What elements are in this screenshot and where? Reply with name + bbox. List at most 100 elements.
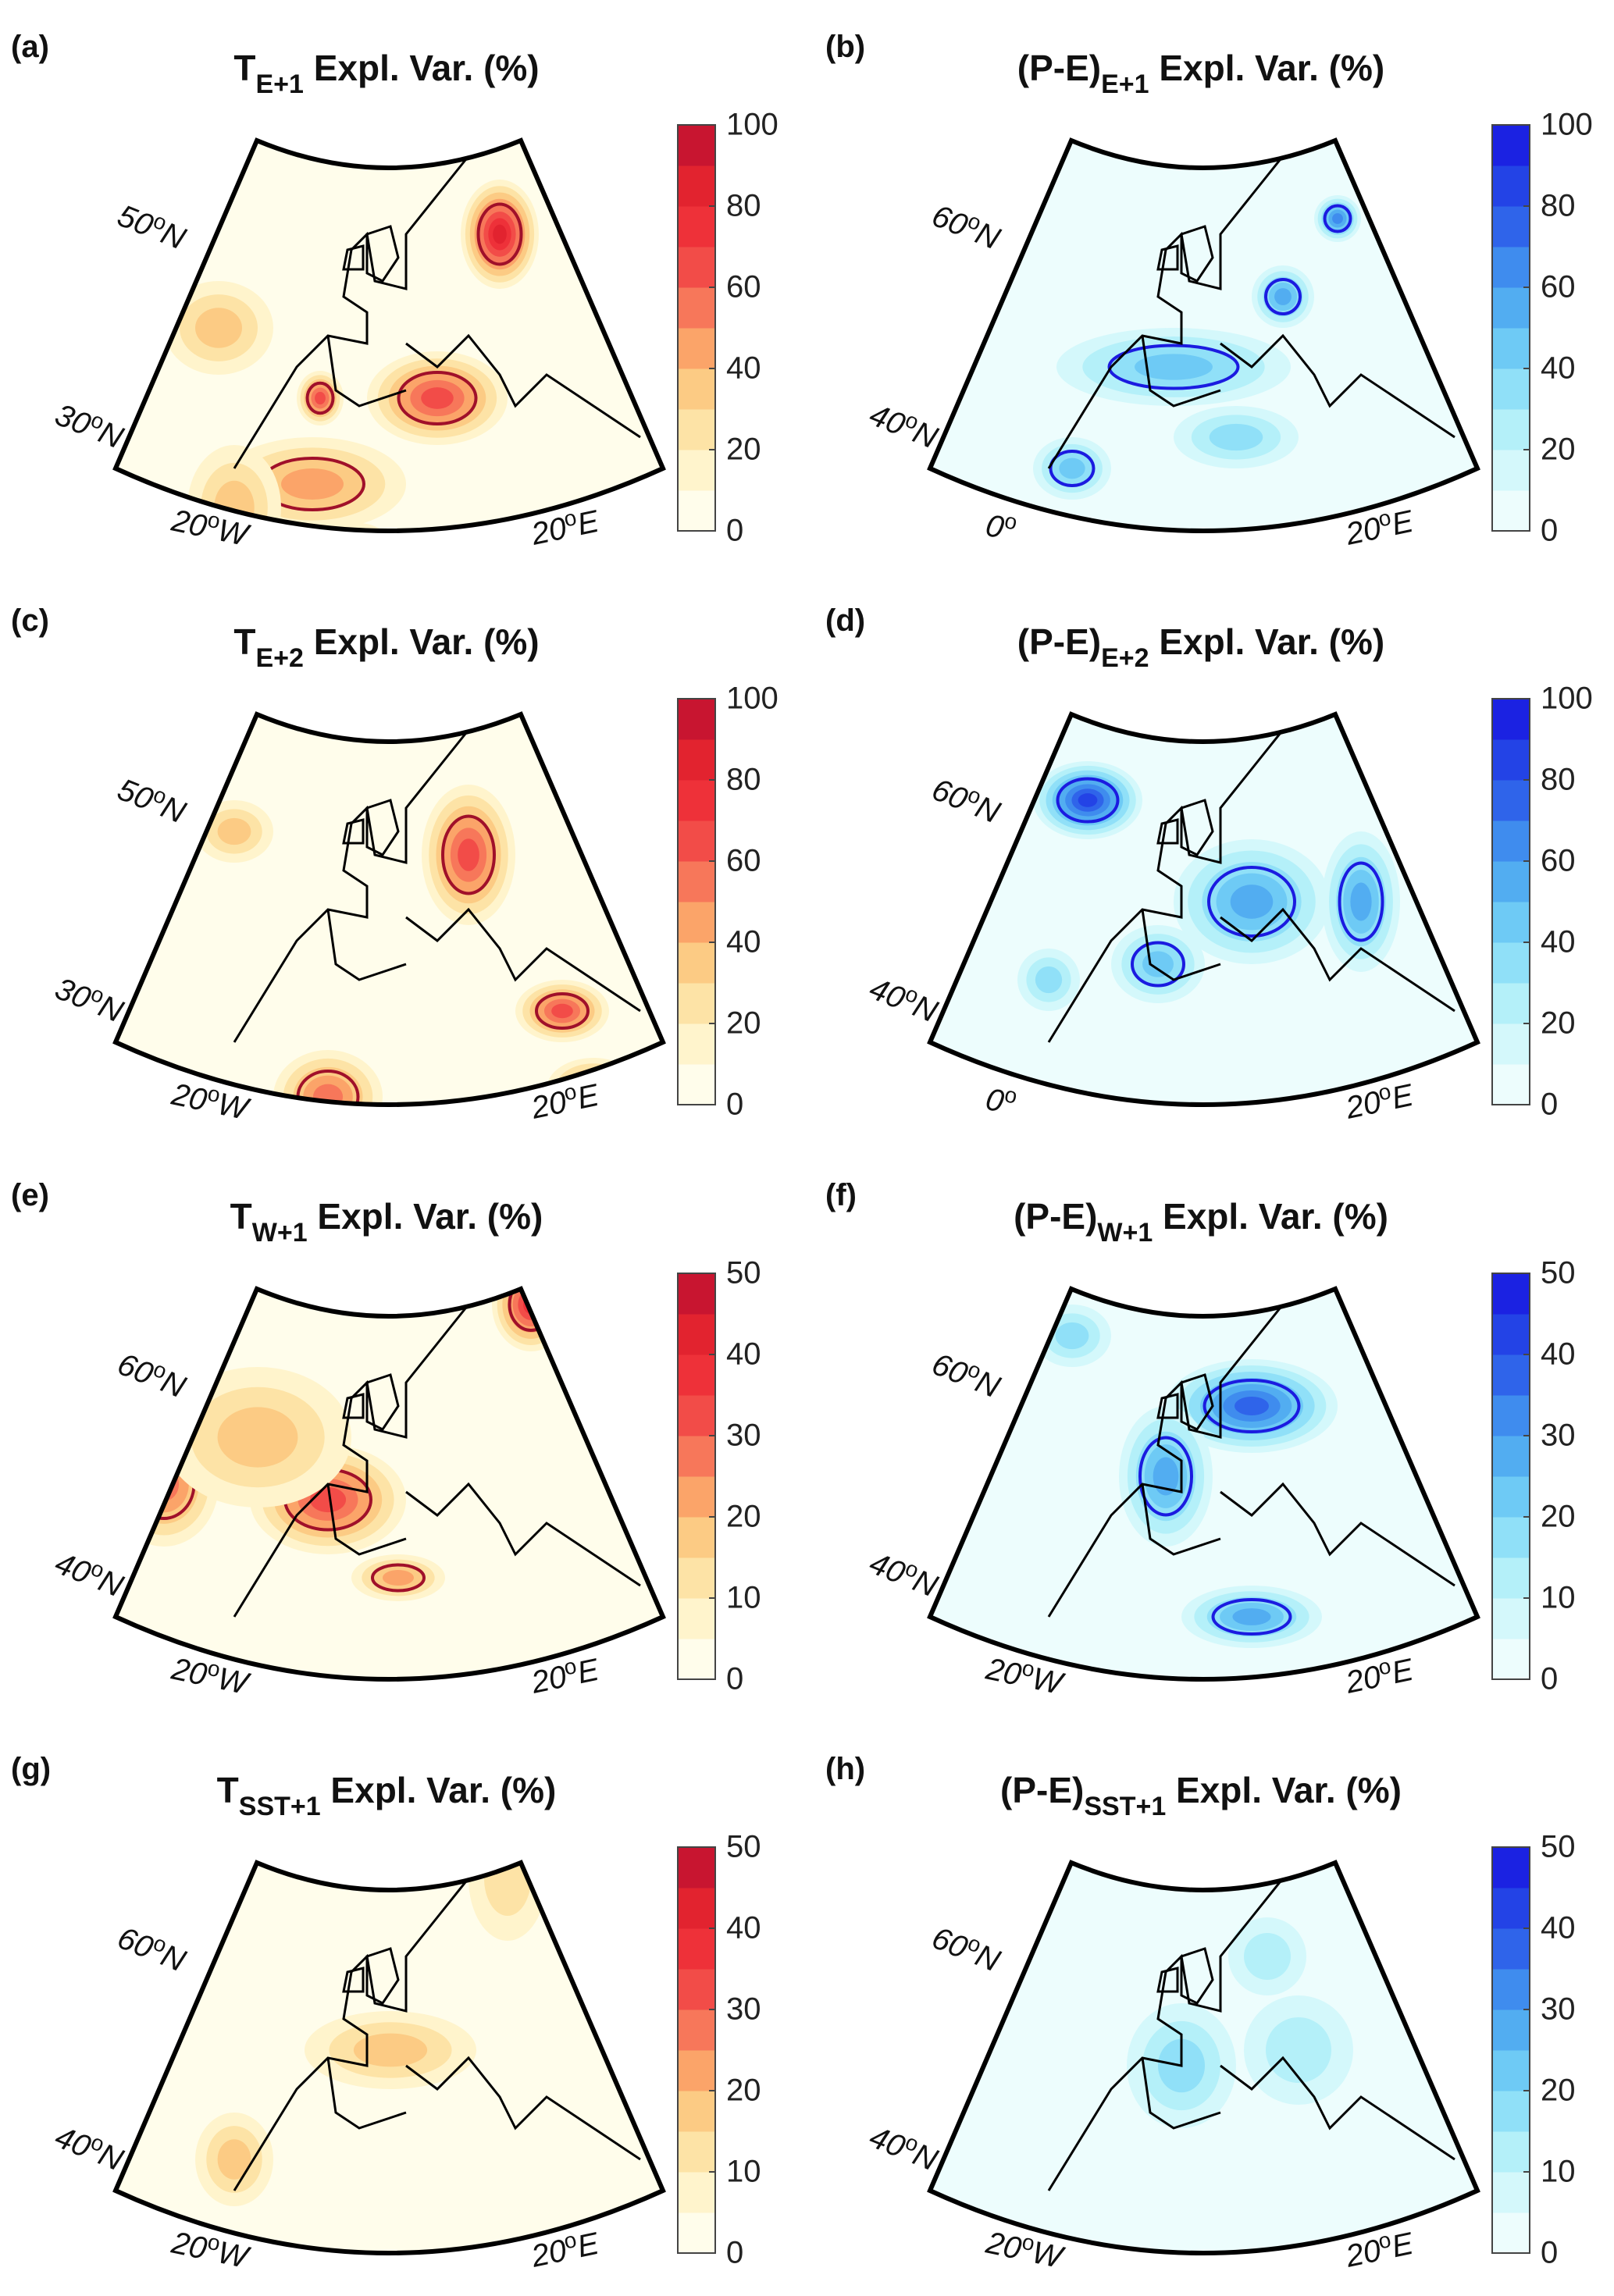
- map-plot: [927, 698, 1530, 1107]
- colorbar-bin: [678, 409, 715, 450]
- field-contour-fill: [217, 1407, 298, 1468]
- colorbar-bin: [678, 1928, 715, 1970]
- colorbar-tick-label: 30: [726, 1418, 761, 1453]
- panel-title: TW+1 Expl. Var. (%): [0, 1195, 773, 1248]
- colorbar-bin: [678, 1969, 715, 2010]
- map-panel-f: (f) (P-E)W+1 Expl. Var. (%) 0 10 20 30 40 50 60o…: [814, 1148, 1614, 1722]
- colorbar-tick-label: 50: [1541, 1255, 1576, 1290]
- field-contour-fill: [421, 387, 454, 409]
- colorbar-tick-label: 0: [726, 513, 744, 548]
- colorbar-bin: [678, 1354, 715, 1396]
- colorbar-bin: [1492, 1476, 1530, 1518]
- significance-contour: [1107, 344, 1240, 390]
- colorbar-tick-label: 20: [726, 2073, 761, 2108]
- colorbar-bin: [678, 1557, 715, 1599]
- colorbar-tick-label: 50: [726, 1829, 761, 1864]
- field-contour-fill: [551, 1003, 573, 1019]
- coastline-british-isles: [342, 225, 400, 283]
- panel-label: (d): [825, 603, 866, 638]
- field-contour-fill: [330, 560, 388, 574]
- colorbar-bin: [1492, 1436, 1530, 1477]
- field-contour-fill: [195, 308, 242, 348]
- colorbar-tick-label: 40: [726, 1337, 761, 1372]
- title-subscript: E+2: [1101, 643, 1149, 673]
- title-text: Expl. Var. (%): [303, 48, 540, 88]
- colorbar-frame: [677, 1846, 716, 2254]
- map-panel-a: (a) TE+1 Expl. Var. (%) 0 20 40 60 80 100 50oN 30…: [0, 0, 804, 574]
- colorbar-bin: [678, 328, 715, 369]
- colorbar-bin: [1492, 409, 1530, 450]
- significance-contour: [1211, 1598, 1292, 1636]
- map-panel-d: (d) (P-E)E+2 Expl. Var. (%) 0 20 40 60 80 100 60…: [814, 574, 1614, 1148]
- title-variable: (P-E): [1000, 1770, 1085, 1810]
- significance-contour: [371, 1563, 426, 1593]
- colorbar-bin: [678, 1598, 715, 1639]
- field-contour-fill: [475, 547, 508, 574]
- panel-title: (P-E)E+2 Expl. Var. (%): [814, 621, 1587, 674]
- panel-title: (P-E)W+1 Expl. Var. (%): [814, 1195, 1587, 1248]
- colorbar-tick-label: 20: [1541, 2073, 1576, 2108]
- significance-contour: [330, 558, 390, 574]
- map-plot: [112, 1846, 716, 2255]
- field-contour-fill: [470, 543, 513, 574]
- field-contour-fill: [1078, 793, 1098, 807]
- colorbar-bin: [1492, 1969, 1530, 2010]
- field-contour-fill: [461, 535, 523, 574]
- significance-contour: [1131, 941, 1185, 988]
- colorbar-bin: [678, 490, 715, 532]
- colorbar-tick-label: 30: [726, 1992, 761, 2027]
- colorbar-tick-label: 50: [726, 1255, 761, 1290]
- colorbar-tick-label: 50: [1541, 1829, 1576, 1864]
- field-contour-fill: [281, 468, 344, 500]
- colorbar-bin: [1492, 450, 1530, 491]
- colorbar-bin: [678, 821, 715, 862]
- significance-contour: [475, 547, 509, 574]
- field-contour-fill: [1232, 1608, 1271, 1625]
- colorbar-bin: [1492, 780, 1530, 821]
- colorbar-bin: [1492, 1639, 1530, 1680]
- title-variable: (P-E): [1014, 1196, 1098, 1237]
- title-variable: (P-E): [1017, 621, 1102, 662]
- significance-contour: [1049, 450, 1096, 487]
- colorbar-bin: [1492, 902, 1530, 943]
- colorbar-bin: [678, 368, 715, 410]
- panel-label: (h): [825, 1752, 866, 1786]
- colorbar-tick-label: 20: [726, 1499, 761, 1534]
- colorbar-tick-label: 30: [1541, 1418, 1576, 1453]
- coastline-british-isles: [1156, 1947, 1214, 2005]
- map-frame: [112, 1860, 666, 2255]
- colorbar-bin: [1492, 1517, 1530, 1558]
- field-contour-fill: [1055, 1322, 1089, 1350]
- colorbar-bin: [1492, 1395, 1530, 1436]
- field-contour-fill: [1135, 354, 1213, 380]
- colorbar-tick-label: 80: [1541, 188, 1576, 223]
- colorbar-tick-label: 40: [1541, 924, 1576, 959]
- title-text: Expl. Var. (%): [1149, 621, 1385, 662]
- colorbar-bin: [1492, 2050, 1530, 2091]
- colorbar-bin: [1492, 739, 1530, 781]
- map-frame: [112, 1286, 666, 1682]
- colorbar-bin: [1492, 490, 1530, 532]
- map-frame: [927, 1860, 1480, 2255]
- significance-contour: [1207, 866, 1296, 938]
- field-contour-fill: [493, 224, 507, 244]
- field-contour-fill: [465, 539, 518, 574]
- colorbar-tick-label: 100: [726, 107, 778, 142]
- colorbar-bin: [678, 1064, 715, 1105]
- colorbar-tick-label: 40: [726, 1910, 761, 1945]
- field-contour-fill: [317, 542, 401, 574]
- field-contour-fill: [480, 552, 504, 573]
- panel-title: (P-E)E+1 Expl. Var. (%): [814, 47, 1587, 100]
- colorbar-bin: [1492, 1928, 1530, 1970]
- colorbar-tick-label: 0: [726, 1661, 744, 1696]
- field-contour-fill: [1059, 457, 1085, 479]
- title-text: Expl. Var. (%): [320, 1770, 557, 1810]
- colorbar-bin: [678, 1436, 715, 1477]
- panel-label: (c): [11, 603, 49, 638]
- title-variable: T: [216, 1770, 239, 1810]
- field-contour-fill: [1350, 882, 1372, 921]
- field-contour-fill: [315, 391, 326, 405]
- colorbar-bin: [1492, 2172, 1530, 2213]
- map-panel-b: (b) (P-E)E+1 Expl. Var. (%) 0 20 40 60 80 100 60…: [814, 0, 1614, 574]
- map-frame: [112, 711, 666, 1107]
